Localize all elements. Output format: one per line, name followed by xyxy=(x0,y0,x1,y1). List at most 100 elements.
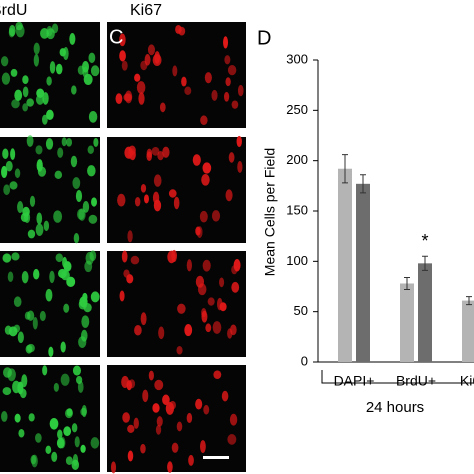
cell xyxy=(162,146,170,158)
cell xyxy=(71,423,78,433)
cell xyxy=(195,398,203,410)
cell xyxy=(17,201,24,214)
cell xyxy=(3,184,11,196)
cell xyxy=(186,412,193,424)
y-tick-label: 300 xyxy=(286,51,308,66)
cell xyxy=(33,53,40,67)
cell xyxy=(211,89,218,101)
cell xyxy=(14,89,23,101)
cell xyxy=(87,145,94,154)
cell xyxy=(176,346,183,355)
cell xyxy=(221,390,229,402)
cell xyxy=(36,159,43,172)
cell xyxy=(151,146,160,156)
cell xyxy=(236,135,242,148)
cell xyxy=(90,291,100,303)
cell xyxy=(134,197,141,207)
cell xyxy=(61,137,67,147)
cell xyxy=(81,315,90,328)
cell xyxy=(90,65,100,77)
cell xyxy=(7,271,14,283)
cell xyxy=(40,28,49,39)
scale-bar xyxy=(203,456,229,459)
cell xyxy=(196,226,203,238)
cell xyxy=(46,109,54,120)
cell xyxy=(13,324,21,333)
cell xyxy=(223,36,229,49)
cell xyxy=(159,102,166,113)
cell xyxy=(42,92,49,105)
group-bracket xyxy=(321,370,474,384)
cell xyxy=(223,91,230,102)
cell xyxy=(123,269,130,278)
cell xyxy=(88,214,98,224)
cell xyxy=(119,33,126,47)
cell xyxy=(200,115,208,126)
cell xyxy=(172,65,178,77)
cell xyxy=(152,53,162,67)
y-tick-label: 150 xyxy=(286,202,308,217)
cell xyxy=(36,212,43,225)
cell xyxy=(35,223,44,236)
cell xyxy=(133,417,139,429)
y-tick-label: 100 xyxy=(286,253,308,268)
cell xyxy=(82,201,90,213)
cell xyxy=(147,44,156,56)
cell xyxy=(225,77,231,87)
cell xyxy=(27,229,36,239)
cell xyxy=(188,454,194,466)
cell xyxy=(88,52,96,64)
bar xyxy=(462,300,474,362)
cell xyxy=(1,165,8,179)
cell xyxy=(49,61,56,74)
cell xyxy=(128,379,136,389)
bar xyxy=(400,283,414,362)
cell xyxy=(91,197,98,207)
cell xyxy=(192,154,201,166)
cell xyxy=(152,191,160,204)
cell xyxy=(1,72,11,85)
cell xyxy=(201,308,207,318)
cell xyxy=(202,259,211,272)
cell xyxy=(56,437,65,449)
cell xyxy=(136,81,146,94)
cell xyxy=(186,259,192,272)
cell xyxy=(158,326,165,340)
cell xyxy=(10,68,18,77)
cell xyxy=(121,60,128,71)
cell xyxy=(173,196,180,210)
cell xyxy=(127,230,133,243)
cell xyxy=(152,403,160,413)
cell xyxy=(51,23,59,34)
cell xyxy=(228,152,235,163)
cell xyxy=(51,451,58,463)
cell xyxy=(55,63,63,75)
cell xyxy=(46,76,52,86)
cell xyxy=(4,325,12,335)
group-label: 24 hours xyxy=(366,399,424,416)
cell xyxy=(224,55,231,65)
cell xyxy=(199,210,208,223)
cell xyxy=(230,324,237,336)
cell xyxy=(22,75,29,84)
cell xyxy=(153,174,162,187)
cell xyxy=(142,389,149,403)
y-tick-label: 0 xyxy=(301,353,308,368)
cell xyxy=(154,379,164,391)
cell xyxy=(87,165,96,177)
cell xyxy=(29,195,36,207)
cell xyxy=(22,206,30,217)
cell xyxy=(41,114,48,125)
cell xyxy=(237,160,243,173)
cell xyxy=(70,155,78,168)
cell xyxy=(72,177,81,189)
cell xyxy=(72,454,79,467)
cell xyxy=(32,317,38,330)
cell xyxy=(2,387,12,396)
cell xyxy=(89,250,97,262)
micrographs xyxy=(0,21,246,474)
cell xyxy=(140,312,147,326)
cell xyxy=(127,148,137,160)
cell xyxy=(93,137,99,147)
